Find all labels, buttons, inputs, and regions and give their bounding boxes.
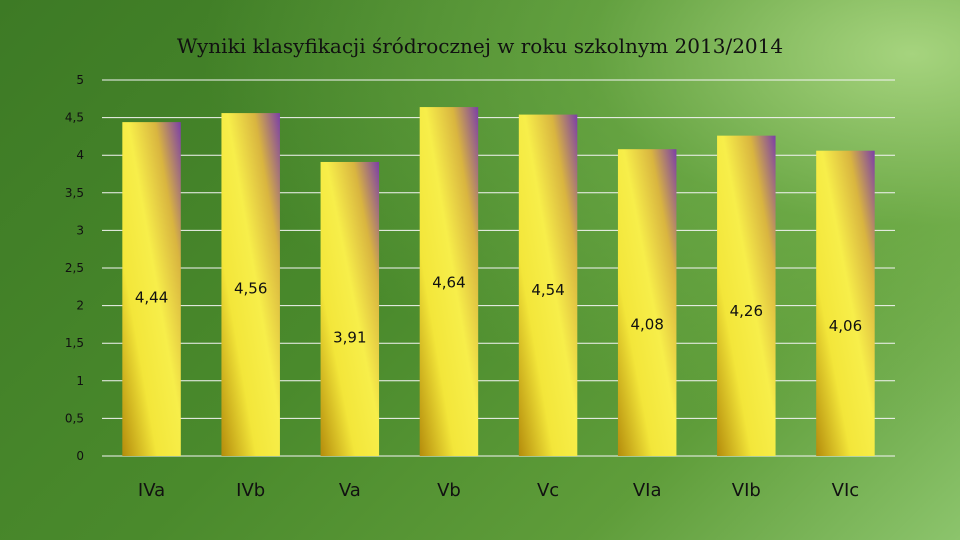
x-category-label: VIc <box>832 480 860 501</box>
bar-vib <box>717 135 776 456</box>
chart-title: Wyniki klasyfikacji śródrocznej w roku s… <box>177 34 783 58</box>
data-label: 4,08 <box>630 316 663 334</box>
x-category-label: Vc <box>537 480 559 501</box>
y-tick-label: 3 <box>76 223 84 237</box>
data-label: 4,56 <box>234 280 267 298</box>
data-label: 4,44 <box>135 289 168 307</box>
data-label: 4,06 <box>829 317 862 335</box>
gridlines <box>102 79 895 457</box>
x-category-label: Va <box>339 480 361 501</box>
x-category-label: Vb <box>437 480 461 501</box>
x-category-label: IVa <box>138 480 165 501</box>
bar-vb <box>419 107 479 457</box>
y-tick-label: 0 <box>76 449 84 463</box>
y-tick-label: 4,5 <box>65 111 84 125</box>
data-label: 4,64 <box>432 274 465 292</box>
y-tick-label: 2 <box>76 299 84 313</box>
bar-vc <box>518 114 578 456</box>
data-label: 4,54 <box>531 281 564 299</box>
data-labels: 4,44 4,56 3,91 4,64 4,54 4,08 4,26 4,06 <box>135 274 862 347</box>
bar-via <box>617 149 677 456</box>
x-category-label: VIa <box>633 480 662 501</box>
y-tick-label: 2,5 <box>65 261 84 275</box>
y-tick-label: 1 <box>76 374 84 388</box>
x-category-label: IVb <box>236 480 265 501</box>
bar-ivb <box>221 113 280 456</box>
x-category-label: VIb <box>732 480 761 501</box>
y-axis-ticks: 0 0,5 1 1,5 2 2,5 3 3,5 4 4,5 5 <box>65 73 84 463</box>
bar-va <box>320 161 380 456</box>
y-tick-label: 3,5 <box>65 186 84 200</box>
data-label: 3,91 <box>333 328 366 346</box>
y-tick-label: 1,5 <box>65 336 84 350</box>
data-label: 4,26 <box>730 302 763 320</box>
bar-vic <box>816 150 875 457</box>
y-tick-label: 5 <box>76 73 84 87</box>
y-tick-label: 0,5 <box>65 411 84 425</box>
y-tick-label: 4 <box>76 148 84 162</box>
bars <box>122 107 875 457</box>
bar-iva <box>122 122 181 456</box>
x-axis-categories: IVa IVb Va Vb Vc VIa VIb VIc <box>138 480 859 501</box>
